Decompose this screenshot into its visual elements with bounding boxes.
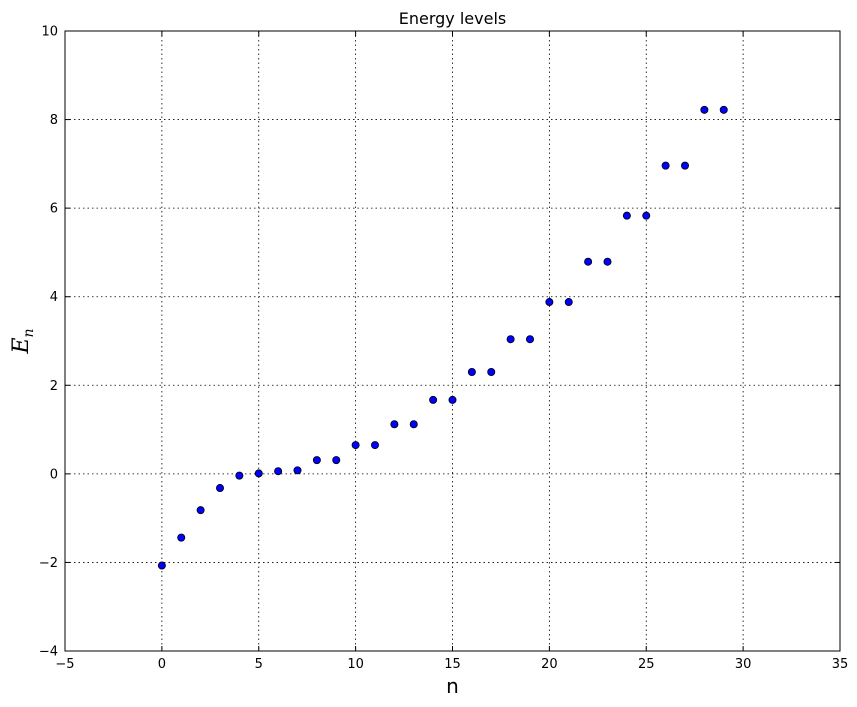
x-tick-labels: −5 0 5 10 15 20 25 30 35 xyxy=(55,657,848,672)
y-tick-label: 6 xyxy=(50,202,58,217)
data-point xyxy=(293,466,302,475)
y-tick-label: −2 xyxy=(39,556,58,571)
x-tick-label: 25 xyxy=(638,657,655,672)
data-point xyxy=(312,456,321,465)
y-tick-label: 4 xyxy=(50,290,58,305)
y-tick-labels: −4 −2 0 2 4 6 8 10 xyxy=(39,25,58,660)
data-point xyxy=(235,471,244,480)
data-point xyxy=(370,441,379,450)
data-point xyxy=(506,335,515,344)
data-points xyxy=(157,105,728,570)
data-point xyxy=(642,211,651,220)
data-point xyxy=(661,161,670,170)
data-point xyxy=(448,395,457,404)
data-point xyxy=(681,161,690,170)
data-point xyxy=(274,467,283,476)
chart-title: Energy levels xyxy=(399,9,506,28)
y-tick-label: 8 xyxy=(50,113,58,128)
data-point xyxy=(719,105,728,114)
data-point xyxy=(215,484,224,493)
y-tick-label: 2 xyxy=(50,379,58,394)
data-point xyxy=(700,105,709,114)
x-axis-label: n xyxy=(446,674,459,698)
data-point xyxy=(332,456,341,465)
data-point xyxy=(603,257,612,266)
data-point xyxy=(564,298,573,307)
data-point xyxy=(487,367,496,376)
data-point xyxy=(157,561,166,570)
data-point xyxy=(409,420,418,429)
y-axis-label: En xyxy=(9,328,37,354)
x-tick-label: 5 xyxy=(255,657,263,672)
data-point xyxy=(584,257,593,266)
data-point xyxy=(390,420,399,429)
x-tick-label: 20 xyxy=(541,657,558,672)
x-tick-label: 10 xyxy=(347,657,364,672)
data-point xyxy=(177,533,186,542)
x-tick-label: 35 xyxy=(832,657,849,672)
data-point xyxy=(622,211,631,220)
x-tick-label: −5 xyxy=(55,657,74,672)
axis-ticks xyxy=(64,30,841,652)
x-tick-label: 0 xyxy=(158,657,166,672)
grid-lines xyxy=(65,31,840,651)
data-point xyxy=(526,335,535,344)
y-tick-label: 10 xyxy=(41,25,58,40)
data-point xyxy=(467,367,476,376)
data-point xyxy=(545,298,554,307)
data-point xyxy=(196,506,205,515)
data-point xyxy=(429,395,438,404)
y-tick-label: −4 xyxy=(39,645,58,660)
data-point xyxy=(351,441,360,450)
data-point xyxy=(254,469,263,478)
x-tick-label: 15 xyxy=(444,657,461,672)
y-axis-label-main: E xyxy=(9,337,34,354)
y-tick-label: 0 xyxy=(50,467,58,482)
y-axis-label-subscript: n xyxy=(21,328,37,337)
x-tick-label: 30 xyxy=(735,657,752,672)
